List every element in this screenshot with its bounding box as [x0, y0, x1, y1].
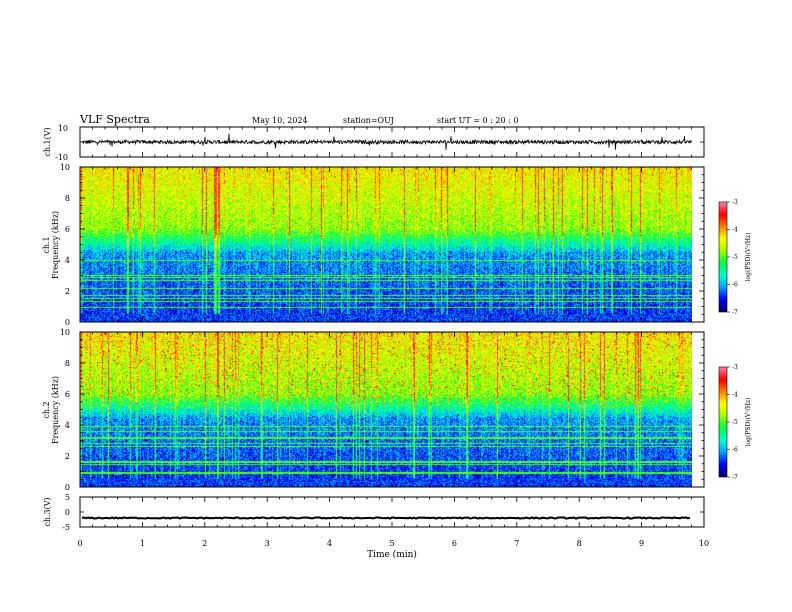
spec2-ytick-label: 6 — [65, 390, 70, 399]
colorbar-tick-label: -3 — [732, 199, 738, 206]
date-label: May 10, 2024 — [252, 116, 308, 125]
spec2-ylabel-channel: ch.2 — [42, 401, 51, 418]
xtick-label: 1 — [140, 539, 145, 548]
xtick-label: 9 — [639, 539, 644, 548]
ch2-spectrogram-image — [80, 332, 692, 487]
colorbar-tick-label: -3 — [732, 364, 738, 371]
ch3-ytick-label: -5 — [62, 523, 70, 532]
ch2-colorbar-frame — [718, 366, 728, 478]
colorbar-tick-label: -5 — [732, 254, 738, 261]
xtick-label: 8 — [577, 539, 582, 548]
spec2-ytick-label: 4 — [65, 421, 70, 430]
xtick-label: 7 — [514, 539, 519, 548]
start-time-label: start UT = 0 : 20 : 0 — [437, 116, 518, 125]
spec2-ytick-label: 8 — [65, 359, 70, 368]
ch1-waveform-trace — [81, 133, 692, 150]
spec1-ytick-label: 4 — [65, 256, 70, 265]
spec1-ylabel-frequency: Frequency (kHz) — [51, 211, 60, 279]
colorbar-tick-label: -4 — [732, 392, 738, 399]
xtick-label: 3 — [265, 539, 270, 548]
ch1-ytick-label: -10 — [55, 153, 68, 162]
ch3-waveform-trace — [81, 516, 691, 520]
colorbar-tick-label: -7 — [732, 309, 738, 316]
ch3-ytick-label: 5 — [65, 493, 70, 502]
colorbar-tick-label: -5 — [732, 419, 738, 426]
spec2-ytick-label: 0 — [65, 483, 70, 492]
ch2-spectrogram-frame — [79, 331, 705, 488]
ch1-spectrogram-image — [80, 167, 692, 322]
spec2-ytick-label: 2 — [65, 452, 70, 461]
ch3-ylabel: ch.3(V) — [43, 497, 52, 526]
ch1-colorbar-frame — [718, 201, 728, 313]
xtick-label: 0 — [77, 539, 82, 548]
spec1-ytick-label: 6 — [65, 225, 70, 234]
spec1-ytick-label: 0 — [65, 318, 70, 327]
colorbar-tick-label: -4 — [732, 227, 738, 234]
ch2-colorbar-label: log(PSD)(V²/Hz) — [745, 398, 752, 447]
spec1-ytick-label: 2 — [65, 287, 70, 296]
xaxis-label: Time (min) — [367, 549, 417, 560]
xtick-label: 10 — [699, 539, 709, 548]
ch3-ytick-label: 0 — [65, 508, 70, 517]
colorbar-tick-label: -7 — [732, 474, 738, 481]
spec1-ylabel-channel: ch.1 — [42, 236, 51, 253]
ch2-colorbar-image — [719, 367, 727, 477]
spec1-ytick-label: 8 — [65, 194, 70, 203]
xtick-label: 2 — [202, 539, 207, 548]
colorbar-tick-label: -6 — [732, 282, 738, 289]
colorbar-tick-label: -6 — [732, 447, 738, 454]
figure-title: VLF Spectra — [79, 113, 150, 126]
xtick-label: 4 — [327, 539, 332, 548]
spec1-ytick-label: 10 — [60, 163, 70, 172]
xtick-label: 5 — [389, 539, 394, 548]
spec2-ytick-label: 10 — [60, 328, 70, 337]
ch1-ylabel: ch.1(V) — [43, 127, 52, 156]
xtick-label: 6 — [452, 539, 457, 548]
station-label: station=OUJ — [343, 116, 394, 125]
ch1-colorbar-image — [719, 202, 727, 312]
ch1-colorbar-label: log(PSD)(V²/Hz) — [745, 233, 752, 282]
ch1-ytick-label: 10 — [58, 124, 68, 133]
ch1-spectrogram-frame — [79, 166, 705, 323]
spec2-ylabel-frequency: Frequency (kHz) — [51, 376, 60, 444]
